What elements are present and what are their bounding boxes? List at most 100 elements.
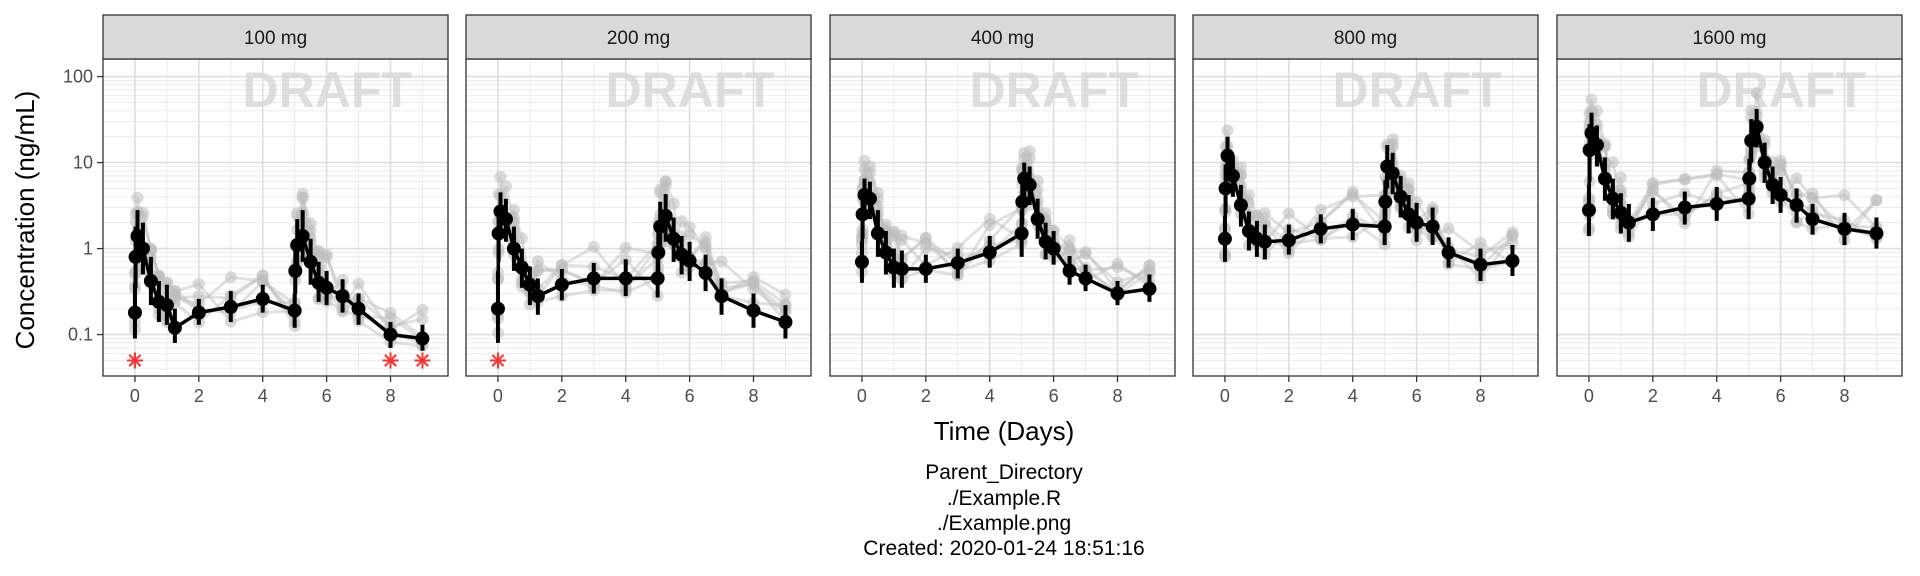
summary-point xyxy=(1505,253,1520,268)
individual-observation-point xyxy=(1410,196,1423,209)
x-tick-label: 4 xyxy=(985,386,995,406)
summary-point xyxy=(1225,168,1240,183)
individual-observation-point xyxy=(320,248,333,261)
summary-point xyxy=(319,280,334,295)
individual-observation-point xyxy=(1506,230,1519,243)
blq-marker-stroke xyxy=(491,354,505,367)
summary-point xyxy=(1030,212,1045,227)
individual-observation-point xyxy=(879,218,892,231)
individual-observation-point xyxy=(1063,244,1076,257)
summary-point xyxy=(383,327,398,342)
summary-point xyxy=(288,263,303,278)
individual-observation-point xyxy=(1018,152,1031,165)
summary-point xyxy=(1441,245,1456,260)
individual-profile-line xyxy=(860,152,1150,284)
x-tick-label: 6 xyxy=(1412,386,1422,406)
draft-watermark: DRAFT xyxy=(970,62,1139,118)
summary-point xyxy=(506,241,521,256)
individual-observation-point xyxy=(1678,172,1691,185)
footer-line: Parent_Directory xyxy=(925,461,1083,484)
facet-strip xyxy=(465,14,812,60)
summary-point xyxy=(1789,198,1804,213)
facet-panels: DRAFT 100 mg 0 2 4 6 8 0.1 1 10 100 DRAFT 200 mg 0 2 4 6… xyxy=(63,14,1903,406)
summary-point xyxy=(554,277,569,292)
summary-point xyxy=(698,266,713,281)
summary-line xyxy=(1223,155,1513,267)
summary-point xyxy=(862,191,877,206)
individual-observation-point xyxy=(1346,190,1359,203)
summary-point xyxy=(714,289,729,304)
summary-point xyxy=(854,254,869,269)
summary-point xyxy=(1837,221,1852,236)
facet-strip xyxy=(829,14,1176,60)
x-tick-label: 4 xyxy=(621,386,631,406)
summary-point xyxy=(143,273,158,288)
individual-observation-point xyxy=(1614,171,1627,184)
summary-point xyxy=(778,315,793,330)
summary-point xyxy=(1233,198,1248,213)
individual-observation-point xyxy=(352,277,365,290)
y-tick-label: 10 xyxy=(73,153,93,173)
summary-point xyxy=(650,271,665,286)
individual-observation-point xyxy=(587,240,600,253)
summary-point xyxy=(618,271,633,286)
facet-panel: DRAFT 1600 mg 0 2 4 6 8 xyxy=(1556,14,1903,406)
summary-point xyxy=(1062,263,1077,278)
summary-point xyxy=(1645,207,1660,222)
summary-point xyxy=(490,301,505,316)
individual-observation-point xyxy=(1790,172,1803,185)
individual-observation-point xyxy=(192,290,205,303)
individual-observation-point xyxy=(416,313,429,326)
draft-watermark: DRAFT xyxy=(1333,62,1502,118)
individual-observation-point xyxy=(416,303,429,316)
individual-observation-point xyxy=(1111,257,1124,270)
individual-observation-point xyxy=(779,288,792,301)
individual-observation-point xyxy=(1063,234,1076,247)
blq-marker-stroke xyxy=(416,354,429,367)
x-tick-label: 0 xyxy=(857,386,867,406)
x-tick-label: 8 xyxy=(1475,386,1485,406)
x-tick-label: 0 xyxy=(130,386,140,406)
x-tick-label: 6 xyxy=(1776,386,1786,406)
summary-point xyxy=(491,226,506,241)
summary-point xyxy=(1605,191,1620,206)
x-tick-label: 8 xyxy=(1839,386,1849,406)
summary-point xyxy=(1742,171,1757,186)
summary-point xyxy=(191,305,206,320)
blq-marker xyxy=(382,352,399,369)
individual-observation-point xyxy=(747,278,760,291)
individual-observation-point xyxy=(531,255,544,268)
footer-line: ./Example.png xyxy=(937,512,1071,535)
facet-strip-label: 400 mg xyxy=(971,28,1034,49)
summary-point xyxy=(1773,187,1788,202)
summary-point xyxy=(1110,286,1125,301)
summary-point xyxy=(1749,119,1764,134)
summary-point xyxy=(522,277,537,292)
summary-point xyxy=(1425,219,1440,234)
individual-observation-point xyxy=(659,179,672,192)
individual-observation-point xyxy=(499,180,512,193)
individual-profile-line xyxy=(133,197,423,348)
summary-point xyxy=(498,212,513,227)
individual-observation-point xyxy=(1806,192,1819,205)
individual-observation-point xyxy=(1774,154,1787,167)
individual-observation-point xyxy=(384,307,397,320)
individual-profile-line xyxy=(133,209,424,341)
summary-point xyxy=(1022,177,1037,192)
individual-observation-point xyxy=(619,253,632,266)
summary-point xyxy=(855,207,870,222)
individual-observation-point xyxy=(699,240,712,253)
individual-observation-point xyxy=(983,219,996,232)
facet-strip xyxy=(102,14,449,60)
individual-observation-point xyxy=(1646,183,1659,196)
facet-panel: DRAFT 800 mg 0 2 4 6 8 xyxy=(1192,14,1539,406)
individual-observation-point xyxy=(494,170,507,183)
individual-observation-point xyxy=(296,191,309,204)
blq-marker-stroke xyxy=(128,354,142,367)
individual-observation-point xyxy=(699,230,712,243)
summary-point xyxy=(1581,203,1596,218)
draft-watermark: DRAFT xyxy=(1697,62,1866,118)
x-tick-label: 0 xyxy=(1220,386,1230,406)
summary-point xyxy=(878,245,893,260)
